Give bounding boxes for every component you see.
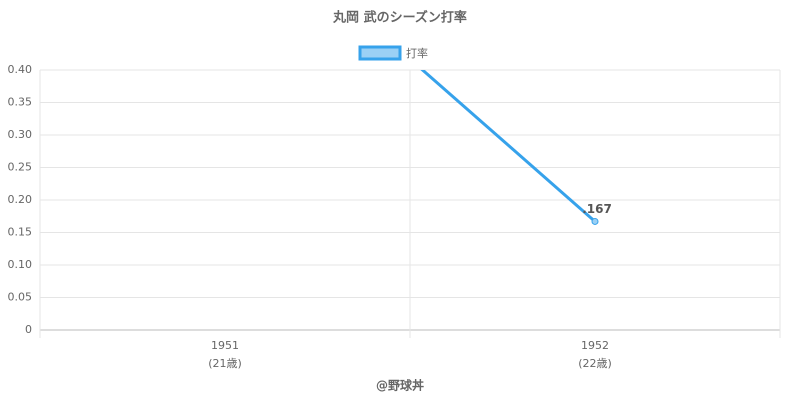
- legend-swatch: [358, 45, 402, 61]
- y-tick-label: 0.15: [8, 226, 33, 239]
- y-tick-label: 0.30: [8, 128, 33, 141]
- chart-title: 丸岡 武のシーズン打率: [332, 10, 467, 26]
- y-tick-label: 0.35: [8, 96, 33, 109]
- value-label: .167: [582, 202, 612, 216]
- y-tick-label: 0.10: [8, 258, 33, 271]
- x-tick-label: 1951: [211, 339, 239, 352]
- y-tick-label: 0: [25, 323, 32, 336]
- y-tick-label: 0.25: [8, 161, 33, 174]
- y-tick-label: 0.20: [8, 193, 33, 206]
- y-tick-label: 0.40: [8, 63, 33, 76]
- point: [591, 217, 599, 225]
- legend-label: 打率: [406, 46, 428, 60]
- plot-area: .167: [420, 70, 612, 225]
- line: [420, 70, 596, 223]
- y-tick-label: 0.05: [8, 291, 33, 304]
- footer: @野球丼: [376, 378, 424, 393]
- x-tick-label: (22歳): [578, 357, 612, 370]
- x-tick-label: 1952: [581, 339, 609, 352]
- x-tick-label: (21歳): [208, 357, 242, 370]
